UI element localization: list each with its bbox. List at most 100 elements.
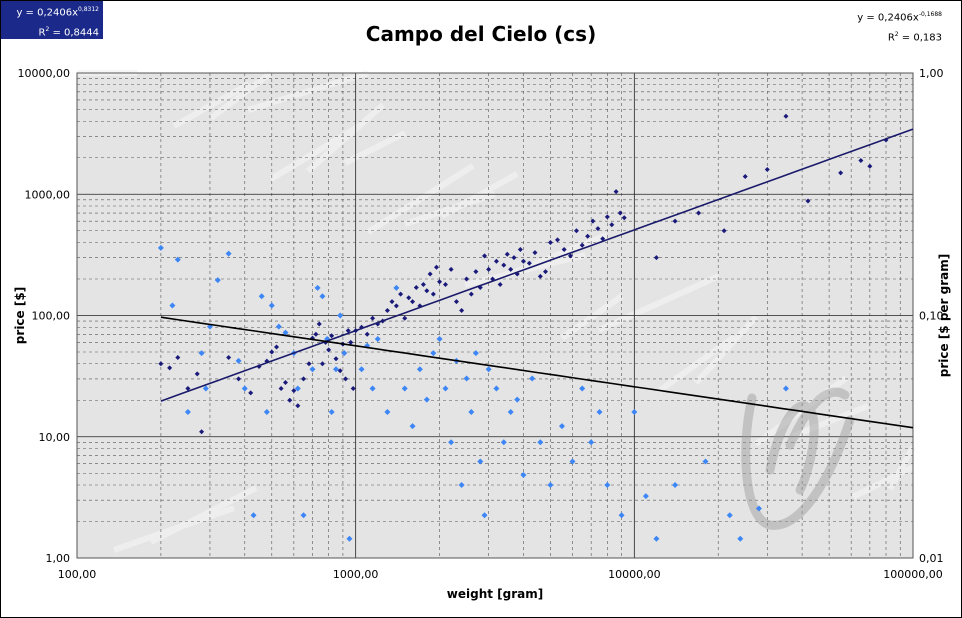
data-point: [783, 113, 789, 119]
data-point: [174, 256, 181, 263]
data-point: [345, 328, 351, 334]
data-point: [600, 236, 606, 242]
data-point: [547, 240, 553, 246]
data-point: [358, 366, 365, 373]
right-equation-exponent: -0,1688: [918, 11, 942, 18]
data-point: [158, 361, 164, 367]
data-point: [472, 350, 479, 357]
right-r2-value: = 0,183: [898, 32, 942, 44]
right-equation-text: y = 0,2406x: [857, 12, 919, 24]
data-point: [468, 409, 475, 416]
watermark-stroke: [785, 387, 850, 450]
watermark-logo: [741, 387, 855, 530]
data-point: [514, 396, 521, 403]
data-point: [604, 482, 611, 489]
data-point: [413, 285, 419, 291]
data-point: [398, 291, 404, 297]
data-point: [579, 385, 586, 392]
data-point: [268, 302, 275, 309]
data-point: [258, 293, 265, 300]
data-point: [300, 512, 307, 519]
data-point: [442, 282, 448, 288]
data-point: [235, 357, 242, 364]
data-point: [313, 331, 319, 337]
plot-texture-streak: [560, 293, 624, 341]
data-point: [504, 251, 510, 257]
data-point: [573, 228, 579, 234]
data-point: [157, 244, 164, 251]
data-point: [702, 458, 709, 465]
data-point: [424, 288, 430, 294]
data-point: [401, 385, 408, 392]
data-point: [420, 282, 426, 288]
left-r2-superscript: 2: [45, 26, 50, 34]
data-point: [346, 535, 353, 542]
data-point: [370, 315, 376, 321]
right-r2-superscript: 2: [894, 31, 899, 39]
data-point: [486, 266, 492, 272]
data-point: [543, 269, 549, 275]
data-point: [529, 375, 536, 382]
data-point: [500, 439, 507, 446]
data-point: [374, 336, 381, 343]
plot-texture-streak: [887, 445, 916, 491]
plot-texture-streak: [851, 464, 915, 500]
x-tick-label: 100,00: [58, 568, 97, 581]
data-point: [350, 385, 356, 391]
data-point: [333, 356, 339, 362]
data-point: [617, 210, 623, 216]
y-axis-label: price [$]: [13, 287, 27, 344]
data-point: [433, 264, 439, 270]
data-point: [609, 222, 615, 228]
data-point: [328, 409, 335, 416]
data-point: [332, 366, 339, 373]
left-equation-line: y = 0,2406x0,8312: [1, 1, 99, 21]
left-trend-equation-box: y = 0,2406x0,8312 R2 = 0,8444: [1, 1, 103, 39]
data-point: [537, 273, 543, 279]
data-point: [532, 250, 538, 256]
data-point: [343, 376, 349, 382]
data-point: [782, 385, 789, 392]
y2-axis-label: price [$ per gram]: [937, 254, 951, 377]
data-point: [250, 512, 257, 519]
data-point: [755, 505, 762, 512]
data-point: [485, 366, 492, 373]
data-point: [805, 198, 811, 204]
data-point: [430, 291, 436, 297]
data-point: [329, 333, 335, 339]
y-tick-label: 10000,00: [18, 67, 71, 80]
data-point: [517, 247, 523, 253]
data-point: [554, 237, 560, 243]
data-point: [537, 439, 544, 446]
data-point: [497, 282, 503, 288]
data-point: [595, 226, 601, 232]
data-point: [493, 385, 500, 392]
data-point: [275, 323, 282, 330]
trendline-right: [160, 316, 914, 429]
data-point: [590, 218, 596, 224]
data-point: [653, 255, 659, 261]
x-axis-label: weight [gram]: [447, 587, 543, 601]
data-point: [737, 535, 744, 542]
data-point: [526, 260, 532, 266]
data-point: [448, 439, 455, 446]
data-point: [287, 397, 293, 403]
data-point: [409, 423, 416, 430]
data-point: [241, 385, 248, 392]
data-point: [225, 250, 232, 257]
data-point: [184, 409, 191, 416]
data-point: [567, 253, 573, 259]
data-point: [468, 291, 474, 297]
data-point: [642, 493, 649, 500]
data-point: [631, 409, 638, 416]
data-point: [348, 339, 354, 345]
data-point: [295, 403, 301, 409]
data-point: [721, 228, 727, 234]
data-point: [369, 385, 376, 392]
y-tick-label: 10,00: [39, 431, 71, 444]
series-price: [158, 113, 889, 435]
data-point: [507, 409, 514, 416]
data-point: [319, 361, 325, 367]
data-point: [477, 458, 484, 465]
data-point: [858, 157, 864, 163]
